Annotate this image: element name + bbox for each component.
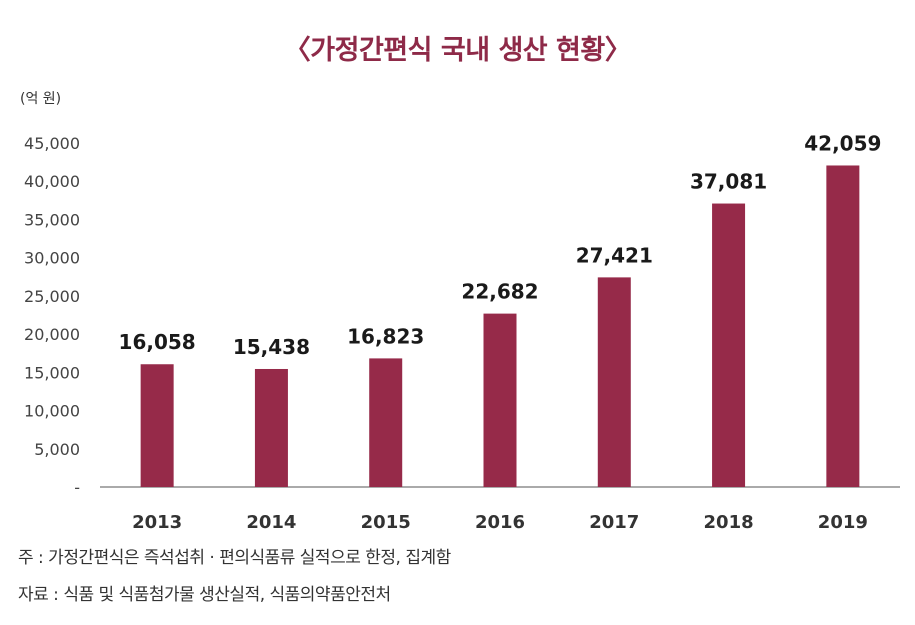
source-note: 자료 : 식품 및 식품첨가물 생산실적, 식품의약품안전처 bbox=[18, 585, 391, 605]
bar bbox=[254, 368, 288, 487]
x-tick-label: 2019 bbox=[818, 512, 868, 533]
data-label: 16,058 bbox=[119, 330, 196, 354]
y-tick-label: 5,000 bbox=[34, 440, 80, 459]
x-tick-label: 2017 bbox=[589, 512, 639, 533]
y-tick-label: 45,000 bbox=[24, 134, 80, 153]
y-tick-label: 30,000 bbox=[24, 249, 80, 268]
y-axis-unit-label: (억 원) bbox=[20, 91, 62, 107]
x-tick-label: 2013 bbox=[132, 512, 182, 533]
y-tick-label: 35,000 bbox=[24, 210, 80, 229]
data-label: 15,438 bbox=[233, 335, 310, 359]
data-label: 16,823 bbox=[347, 324, 424, 348]
x-tick-label: 2018 bbox=[704, 512, 754, 533]
y-tick-label: 15,000 bbox=[24, 363, 80, 382]
x-tick-label: 2014 bbox=[246, 512, 296, 533]
data-label: 27,421 bbox=[576, 243, 653, 267]
bar bbox=[140, 364, 174, 487]
data-label: 37,081 bbox=[690, 170, 767, 194]
data-label: 42,059 bbox=[804, 131, 881, 155]
y-tick-label: 40,000 bbox=[24, 172, 80, 191]
bar bbox=[369, 358, 403, 487]
bar bbox=[712, 203, 746, 487]
y-tick-label: 10,000 bbox=[24, 402, 80, 421]
y-tick-label: 25,000 bbox=[24, 287, 80, 306]
x-tick-label: 2016 bbox=[475, 512, 525, 533]
y-tick-label: - bbox=[74, 478, 80, 497]
data-label: 22,682 bbox=[461, 280, 538, 304]
bar bbox=[826, 165, 860, 488]
bar bbox=[483, 313, 517, 487]
y-tick-label: 20,000 bbox=[24, 325, 80, 344]
footnote: 주 : 가정간편식은 즉석섭취 · 편의식품류 실적으로 한정, 집계함 bbox=[18, 548, 451, 568]
x-tick-label: 2015 bbox=[361, 512, 411, 533]
chart-title: 〈가정간편식 국내 생산 현황〉 bbox=[283, 35, 632, 66]
bar bbox=[597, 277, 631, 487]
